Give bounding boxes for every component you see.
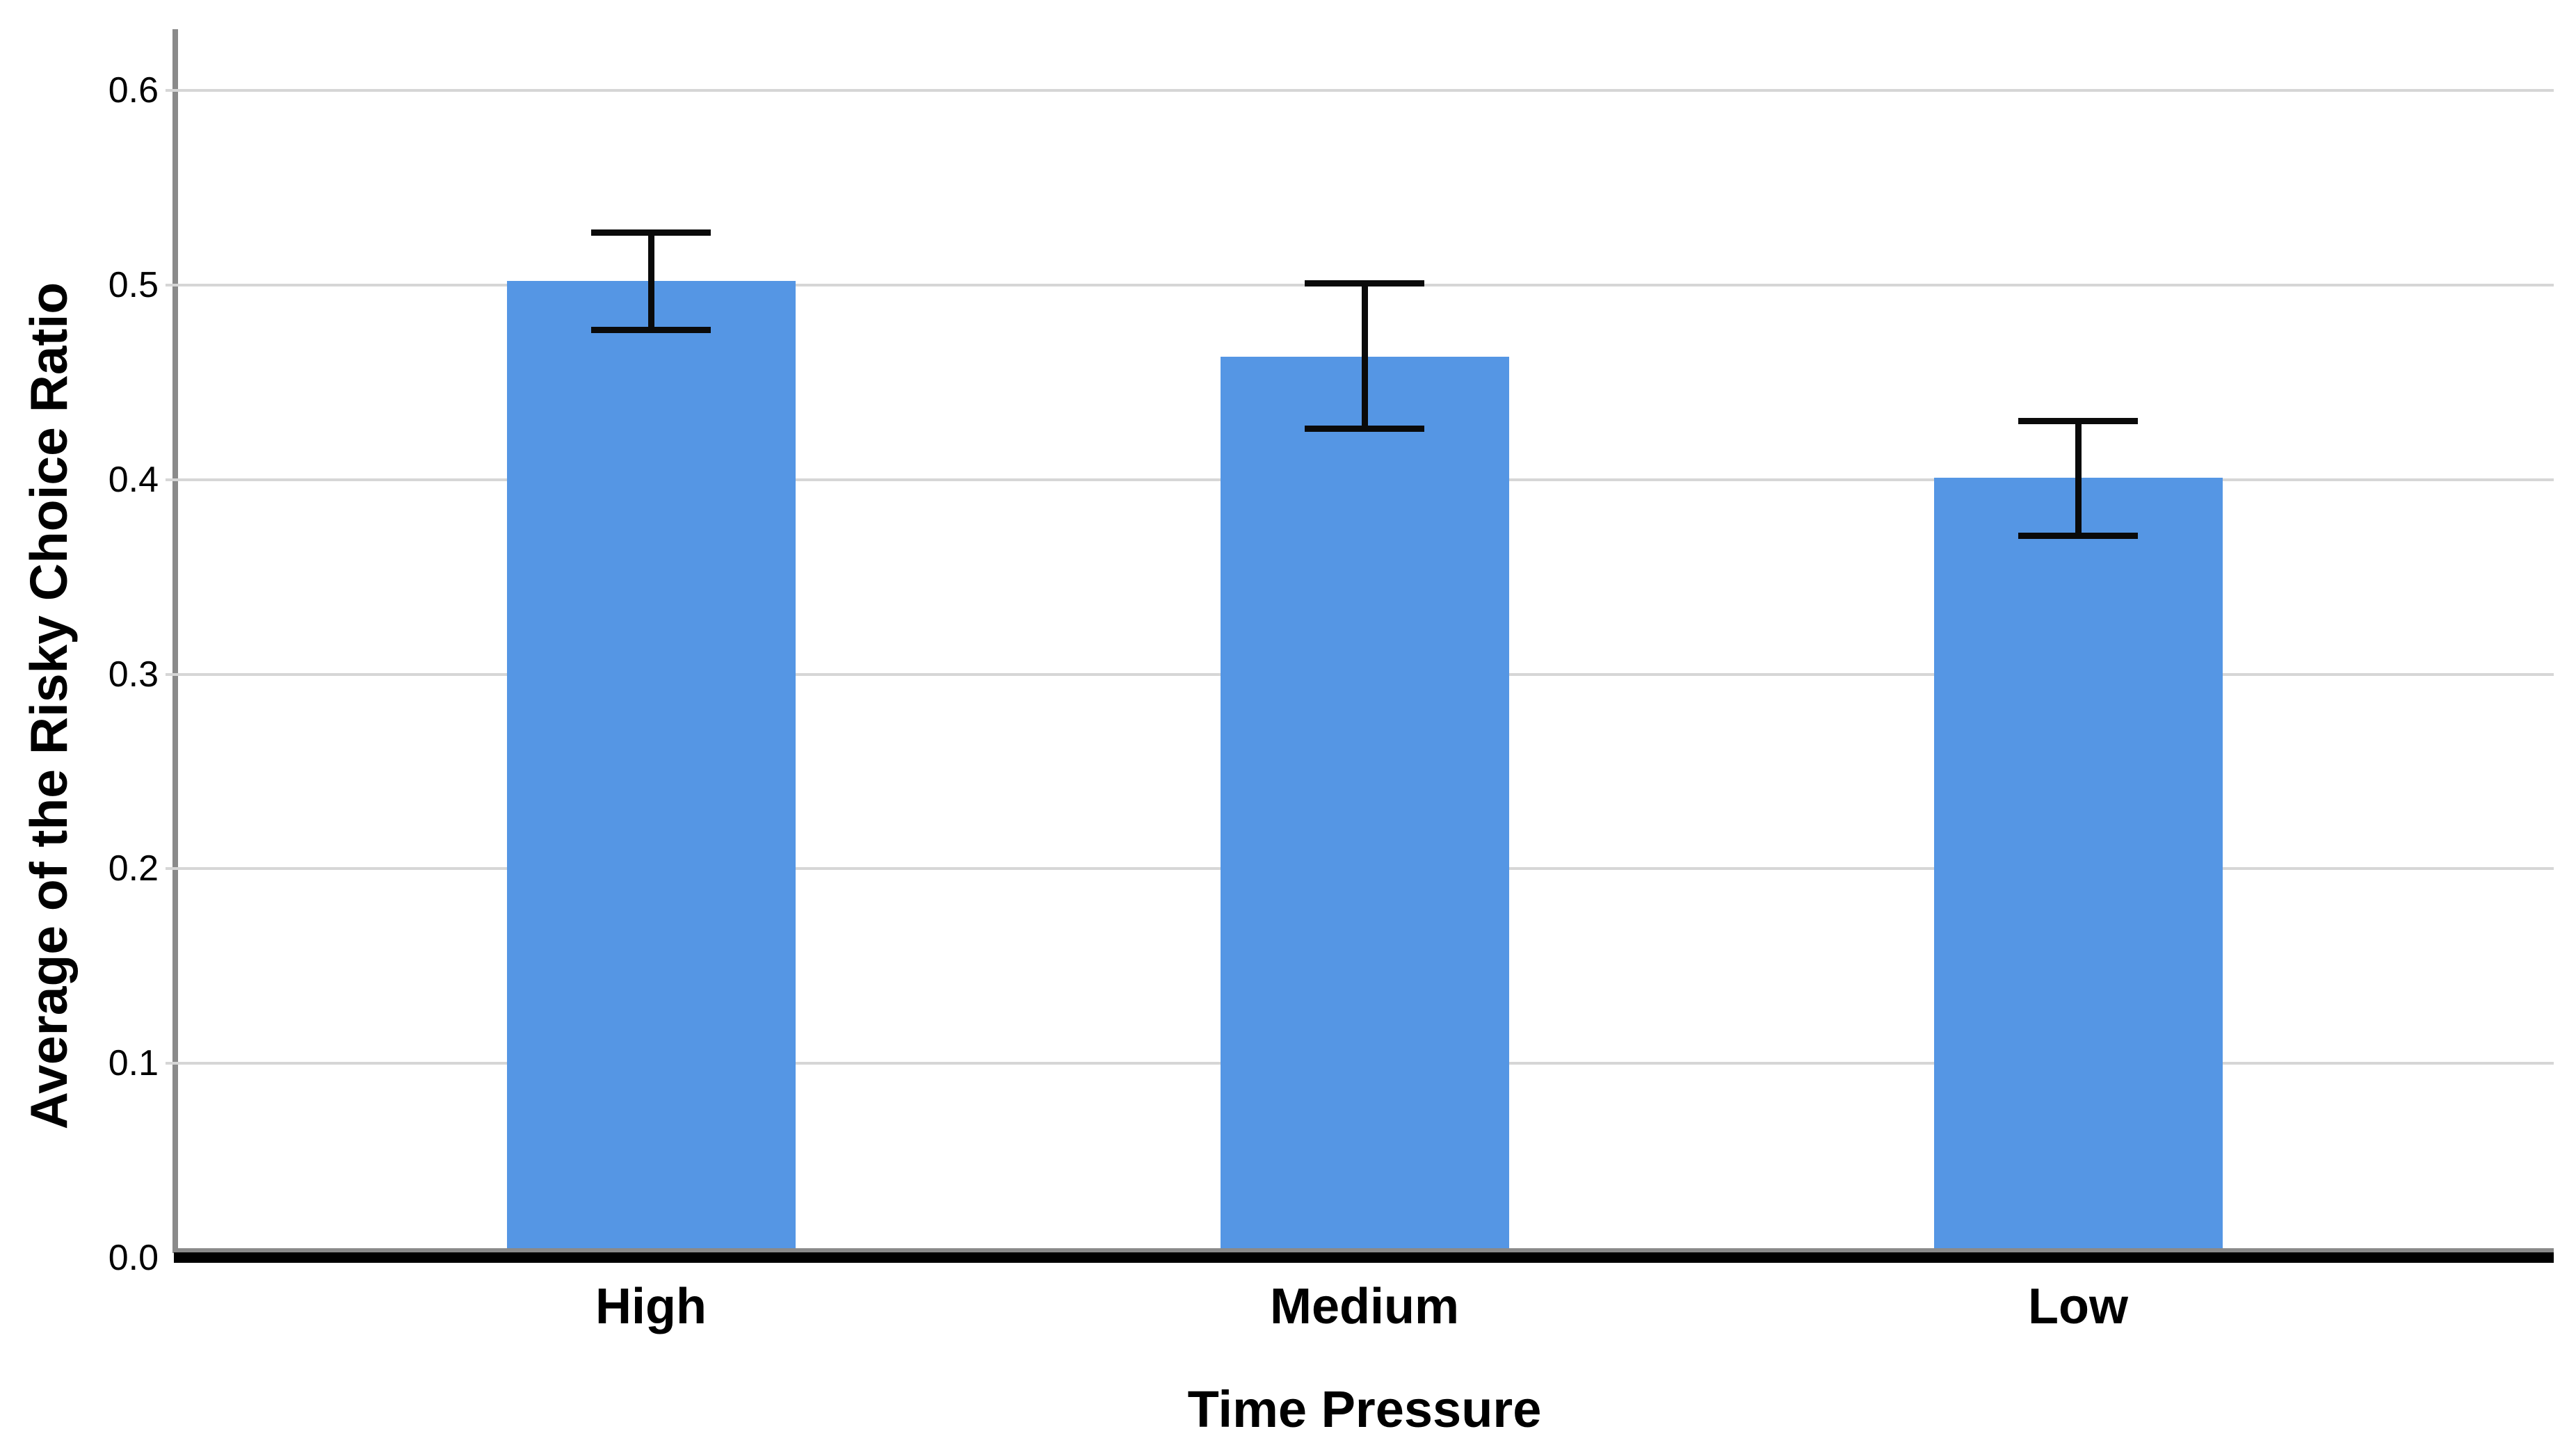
x-axis-title: Time Pressure bbox=[1187, 1380, 1542, 1438]
error-bar-medium-whisker bbox=[1361, 283, 1368, 429]
error-bar-high-whisker bbox=[647, 232, 654, 330]
bar-medium bbox=[1220, 357, 1509, 1258]
y-axis-line bbox=[172, 29, 178, 1253]
bar-low bbox=[1933, 477, 2223, 1258]
y-axis-tick bbox=[166, 867, 175, 871]
error-bar-medium-cap-bottom bbox=[1305, 426, 1424, 433]
y-tick-label: 0.0 bbox=[108, 1238, 159, 1278]
y-axis-tick bbox=[166, 672, 175, 676]
y-axis-tick bbox=[166, 89, 175, 92]
gridline bbox=[175, 89, 2554, 92]
category-label-high: High bbox=[595, 1279, 707, 1334]
y-tick-label: 0.6 bbox=[108, 70, 159, 111]
category-label-medium: Medium bbox=[1269, 1279, 1460, 1334]
error-bar-high-cap-top bbox=[591, 229, 711, 236]
y-tick-label: 0.2 bbox=[108, 848, 159, 889]
y-axis-tick bbox=[166, 478, 175, 481]
x-axis-line bbox=[174, 1248, 2554, 1263]
error-bar-low-cap-top bbox=[2018, 418, 2138, 425]
error-bar-low-whisker bbox=[2075, 421, 2082, 536]
category-label-low: Low bbox=[2028, 1279, 2128, 1334]
y-tick-label: 0.3 bbox=[108, 654, 159, 695]
error-bar-high-cap-bottom bbox=[591, 326, 711, 333]
y-axis-tick bbox=[166, 283, 175, 286]
error-bar-low-cap-bottom bbox=[2018, 533, 2138, 540]
y-axis-tick bbox=[166, 1062, 175, 1065]
y-tick-label: 0.5 bbox=[108, 264, 159, 305]
bar-high bbox=[506, 281, 796, 1258]
error-bar-medium-cap-top bbox=[1305, 280, 1424, 286]
y-tick-label: 0.4 bbox=[108, 459, 159, 500]
y-tick-label: 0.1 bbox=[108, 1043, 159, 1084]
